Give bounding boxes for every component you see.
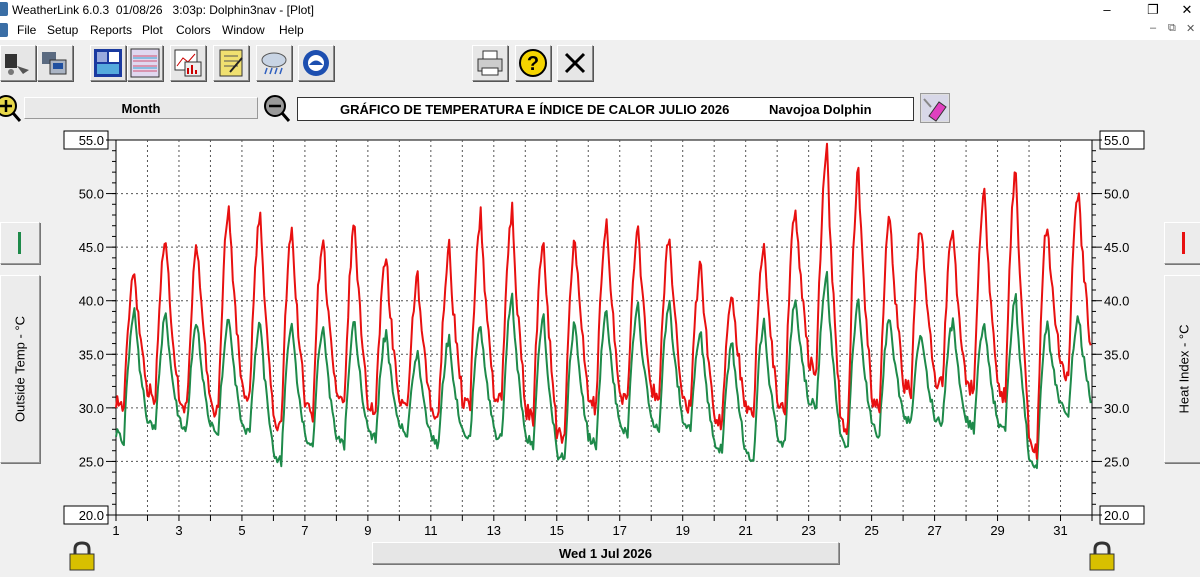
menu-plot[interactable]: Plot [142,23,163,37]
notebook-icon [219,49,243,77]
y-tick-label-right: 20.0 [1104,508,1129,523]
help-button[interactable]: ? [515,45,551,81]
mdi-minimize-button[interactable]: – [1150,22,1157,34]
outside-temp-color-button[interactable] [0,222,40,264]
x-tick-label: 1 [112,523,119,535]
y-tick-label-right: 55.0 [1104,133,1129,148]
download-button[interactable] [0,45,36,81]
outside-temp-series-line [115,270,1092,470]
print-button[interactable] [472,45,508,81]
chart-title: GRÁFICO DE TEMPERATURA E ÍNDICE DE CALOR… [340,102,730,117]
station-button[interactable] [37,45,73,81]
heat-index-series-line [115,142,1092,460]
y-tick-label-right: 30.0 [1104,401,1129,416]
x-tick-label: 19 [675,523,689,535]
graph-button[interactable] [170,45,206,81]
y-tick-label-left: 20.0 [79,508,104,523]
chart-title-box: GRÁFICO DE TEMPERATURA E ÍNDICE DE CALOR… [297,97,914,121]
weather-button[interactable] [256,45,292,81]
summary-icon [94,49,122,77]
y-tick-label-right: 35.0 [1104,347,1129,362]
svg-text:?: ? [527,53,539,75]
x-tick-label: 5 [238,523,245,535]
lock-right-button[interactable] [1087,540,1117,572]
date-bar[interactable]: Wed 1 Jul 2026 [372,542,839,564]
zoom-out-icon [264,95,291,122]
print-icon [477,50,503,76]
close-plot-button[interactable] [557,45,593,81]
plot-controls: Month GRÁFICO DE TEMPERATURA E ÍNDICE DE… [0,93,1200,125]
y-tick-label-right: 50.0 [1104,187,1129,202]
period-button[interactable]: Month [24,97,258,119]
menu-window[interactable]: Window [222,23,265,37]
y-tick-label-left: 40.0 [79,294,104,309]
noaa-button[interactable] [298,45,334,81]
close-window-button[interactable]: ✕ [1181,2,1193,17]
x-tick-label: 25 [864,523,878,535]
notebook-button[interactable] [213,45,249,81]
lock-icon-left [69,541,95,571]
outside-temp-swatch [18,232,21,254]
restore-button[interactable]: ❐ [1147,2,1159,17]
mdi-restore-button[interactable]: ⧉ [1168,22,1176,34]
download-icon [5,54,29,75]
y-tick-label-left: 50.0 [79,187,104,202]
menu-reports[interactable]: Reports [90,23,133,37]
x-tick-label: 3 [175,523,182,535]
x-tick-label: 27 [927,523,941,535]
menu-bar: File Setup Reports Plot Colors Window He… [0,20,1200,40]
toolbar: ? [0,41,1200,87]
x-tick-label: 13 [487,523,501,535]
right-axis-title-box: Heat Index - °C [1164,275,1200,463]
weather-icon [261,52,287,75]
y-tick-label-right: 25.0 [1104,454,1129,469]
mdi-close-button[interactable]: ✕ [1186,23,1196,35]
zoom-out-button[interactable] [263,93,291,123]
zoom-in-button[interactable] [0,93,22,123]
x-tick-label: 11 [424,523,438,535]
menu-help[interactable]: Help [279,23,304,37]
x-tick-label: 21 [738,523,752,535]
window-title: WeatherLink 6.0.3 01/08/26 3:03p: Dolphi… [12,3,314,17]
x-tick-label: 23 [801,523,815,535]
lock-icon-right [1089,541,1115,571]
temperature-heat-index-chart: 20.0 20.0 25.0 25.0 30.0 30.0 35.0 35.0 40.0 40.0… [63,130,1145,535]
strip-chart-icon [130,48,160,78]
y-tick-label-left: 55.0 [79,133,104,148]
strip-chart-button[interactable] [127,45,163,81]
y-tick-label-left: 30.0 [79,401,104,416]
heat-index-color-button[interactable] [1164,222,1200,264]
eraser-button[interactable] [920,93,950,123]
x-tick-label: 31 [1053,523,1067,535]
menu-file[interactable]: File [17,23,37,37]
graph-icon [174,49,202,77]
minimize-button[interactable]: – [1103,2,1111,17]
noaa-icon [303,50,329,76]
y-tick-label-right: 40.0 [1104,294,1129,309]
x-tick-label: 29 [990,523,1004,535]
y-tick-label-right: 45.0 [1104,240,1129,255]
menu-setup[interactable]: Setup [47,23,79,37]
summary-button[interactable] [90,45,126,81]
left-axis-title-box: Outside Temp - °C [0,275,40,463]
eraser-icon [922,95,948,122]
app-icon[interactable] [0,2,8,16]
x-tick-label: 17 [613,523,627,535]
station-name: Navojoa Dolphin [769,102,872,117]
y-tick-label-left: 25.0 [79,454,104,469]
mdi-child-icon[interactable] [0,23,8,37]
menu-colors[interactable]: Colors [176,23,211,37]
zoom-in-icon [0,95,22,122]
title-bar: WeatherLink 6.0.3 01/08/26 3:03p: Dolphi… [0,0,1200,20]
lock-left-button[interactable] [67,540,97,572]
x-tick-label: 15 [550,523,564,535]
close-icon [564,52,586,74]
y-tick-label-left: 35.0 [79,347,104,362]
x-tick-label: 9 [364,523,371,535]
station-icon [42,52,67,75]
heat-index-swatch [1182,232,1185,254]
help-icon: ? [519,49,547,77]
x-tick-label: 7 [301,523,308,535]
y-tick-label-left: 45.0 [79,240,104,255]
